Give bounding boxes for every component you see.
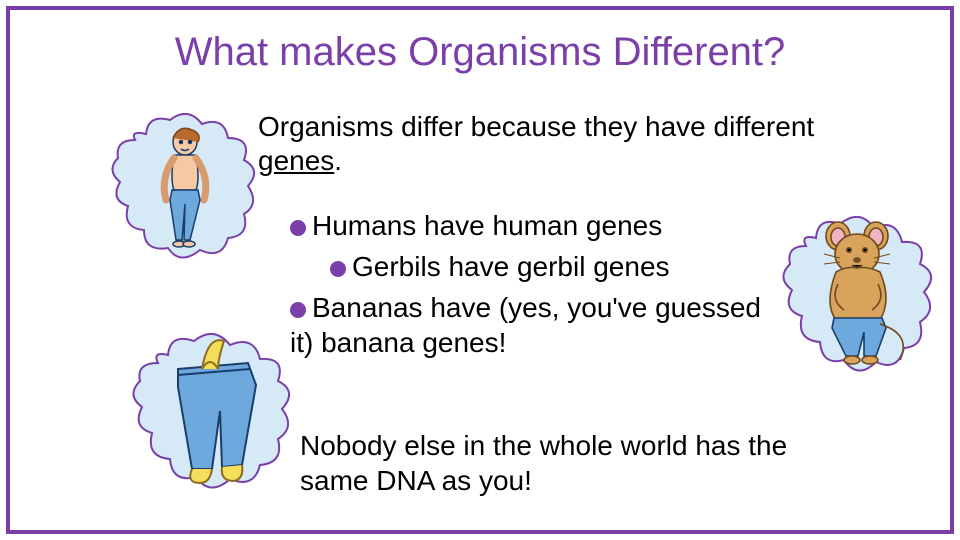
outro-text: Nobody else in the whole world has the s… [300,428,860,498]
banana-illustration [130,315,300,505]
boy-illustration [110,100,260,270]
slide-frame: What makes Organisms Different? Organism… [6,6,954,534]
bullet-dot-icon [330,261,346,277]
intro-underlined: genes [258,145,334,176]
slide-title: What makes Organisms Different? [10,30,950,75]
bullet-1-text: Humans have human genes [312,210,662,241]
bullet-3-text: Bananas have (yes, you've guessed it) ba… [290,292,761,358]
bullet-2-text: Gerbils have gerbil genes [352,251,670,282]
intro-suffix: . [334,145,342,176]
gerbil-illustration [780,200,940,390]
intro-prefix: Organisms differ because they have diffe… [258,111,814,142]
intro-text: Organisms differ because they have diffe… [258,110,818,177]
bullet-3: Bananas have (yes, you've guessed it) ba… [290,290,790,360]
bullet-dot-icon [290,220,306,236]
